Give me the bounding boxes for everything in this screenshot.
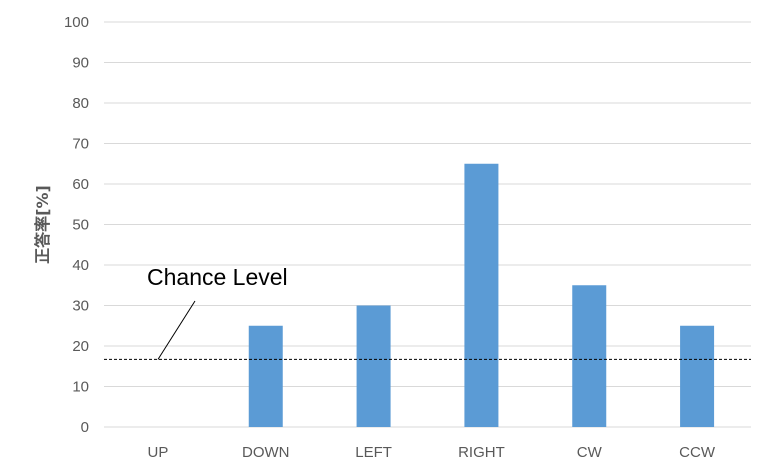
y-tick-90: 90: [72, 55, 89, 72]
y-tick-60: 60: [72, 176, 89, 193]
y-tick-70: 70: [72, 136, 89, 153]
gridlines: [104, 21, 751, 428]
x-tick-left: LEFT: [355, 444, 392, 461]
x-tick-ccw: CCW: [679, 444, 716, 461]
bar-cw: [572, 285, 607, 427]
y-tick-50: 50: [72, 217, 89, 234]
x-tick-up: UP: [147, 444, 168, 461]
chance-level-leader-line: [157, 300, 196, 360]
y-tick-40: 40: [72, 257, 89, 274]
y-tick-labels: 0 10 20 30 40 50 60 70 80 90 100: [64, 14, 89, 436]
x-tick-cw: CW: [577, 444, 603, 461]
y-tick-10: 10: [72, 379, 89, 396]
x-tick-right: RIGHT: [458, 444, 505, 461]
x-tick-labels: UP DOWN LEFT RIGHT CW CCW: [147, 444, 715, 461]
y-axis-label: 正答率[%]: [33, 185, 52, 264]
x-tick-down: DOWN: [242, 444, 290, 461]
y-tick-30: 30: [72, 298, 89, 315]
y-tick-80: 80: [72, 95, 89, 112]
bar-left: [356, 305, 391, 427]
bar-down: [248, 325, 283, 427]
y-tick-100: 100: [64, 14, 89, 31]
bar-ccw: [680, 325, 715, 427]
chance-level-annotation: Chance Level: [147, 264, 288, 290]
bars: [248, 163, 715, 427]
y-tick-0: 0: [81, 419, 89, 436]
y-tick-20: 20: [72, 338, 89, 355]
bar-right: [464, 163, 499, 427]
